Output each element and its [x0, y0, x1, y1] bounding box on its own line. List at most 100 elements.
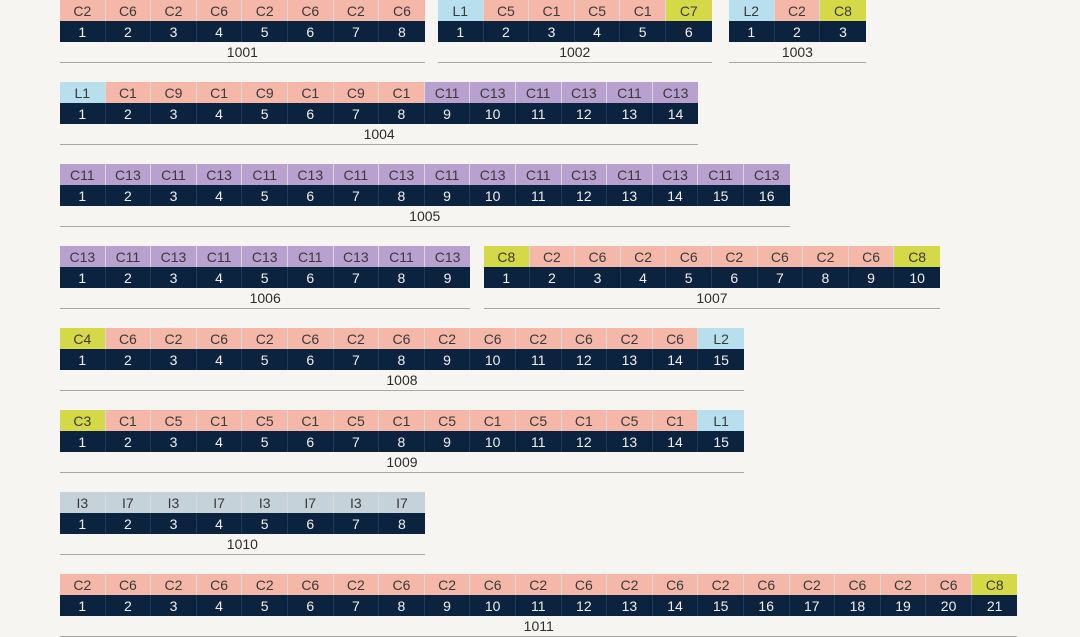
number-cell: 1 [60, 103, 106, 124]
number-cell: 2 [105, 595, 152, 616]
type-cell: C11 [151, 164, 197, 185]
number-cell: 5 [242, 595, 288, 616]
group-label: 1008 [60, 370, 744, 391]
number-cell: 6 [665, 21, 712, 42]
group-label: 1010 [60, 534, 425, 555]
group-1011: C2 C6 C2 C6 C2 C6 C2 C6 C2 C6 C2 C6 C2 C6 C2 C6 C2 C6 C2 C6… [60, 574, 1018, 637]
type-cell: C6 [561, 574, 608, 595]
number-cell: 15 [698, 595, 744, 616]
type-cell: C13 [652, 164, 699, 185]
number-cell: 7 [333, 21, 380, 42]
type-cell: C6 [652, 574, 699, 595]
number-cell: 16 [743, 595, 790, 616]
number-cell: 3 [151, 185, 197, 206]
number-cell: 6 [287, 21, 334, 42]
number-cell: 2 [105, 431, 152, 452]
type-cell: C1 [620, 0, 666, 21]
type-cell: C6 [743, 574, 790, 595]
number-cell: 4 [196, 21, 243, 42]
number-row: 1 2 3 4 5 6 7 8 9 10 [484, 267, 940, 288]
type-cell: C2 [515, 574, 562, 595]
number-cell: 13 [607, 595, 653, 616]
type-row: C4 C6 C2 C6 C2 C6 C2 C6 C2 C6 C2 C6 C2 C6 L2 [60, 328, 744, 349]
number-cell: 5 [242, 431, 288, 452]
number-cell: 9 [424, 431, 471, 452]
type-cell: C5 [515, 410, 562, 431]
group-1009: C3 C1 C5 C1 C5 C1 C5 C1 C5 C1 C5 C1 C5 C1 L1 1 2 3 4 5 6 7 8 9 1… [60, 410, 744, 473]
number-cell: 12 [561, 185, 608, 206]
group-label: 1001 [60, 42, 425, 63]
type-cell: C6 [105, 328, 152, 349]
type-cell: C2 [803, 246, 849, 267]
number-cell: 10 [470, 349, 516, 370]
type-cell: C13 [470, 82, 516, 103]
number-cell: 1 [60, 21, 106, 42]
number-cell: 2 [105, 513, 152, 534]
group-1008: C4 C6 C2 C6 C2 C6 C2 C6 C2 C6 C2 C6 C2 C6 L2 1 2 3 4 5 6 7 8 9 1… [60, 328, 744, 391]
type-cell: I7 [105, 492, 152, 513]
type-cell: C11 [698, 164, 744, 185]
type-cell: C13 [743, 164, 790, 185]
type-row: L1 C1 C9 C1 C9 C1 C9 C1 C11 C13 C11 C13 C11 C13 [60, 82, 699, 103]
number-cell: 13 [607, 103, 653, 124]
number-cell: 2 [105, 21, 152, 42]
type-cell: C5 [483, 0, 530, 21]
type-cell: C1 [105, 82, 152, 103]
type-cell: C2 [242, 0, 288, 21]
type-cell: C13 [196, 164, 243, 185]
number-cell: 5 [242, 185, 288, 206]
number-cell: 2 [774, 21, 821, 42]
number-cell: 21 [971, 595, 1018, 616]
number-cell: 18 [835, 595, 881, 616]
number-cell: 14 [652, 431, 699, 452]
type-cell: C6 [652, 328, 699, 349]
number-cell: 8 [803, 267, 849, 288]
number-cell: 3 [529, 21, 575, 42]
type-cell: C6 [105, 0, 152, 21]
number-cell: 8 [379, 513, 425, 534]
type-cell: I7 [196, 492, 243, 513]
type-cell: L2 [729, 0, 775, 21]
type-cell: C6 [379, 574, 425, 595]
number-cell: 1 [60, 513, 106, 534]
number-cell: 3 [151, 595, 197, 616]
type-cell: C2 [242, 574, 288, 595]
type-cell: C11 [515, 164, 562, 185]
type-cell: I3 [242, 492, 288, 513]
number-cell: 9 [848, 267, 895, 288]
type-row: L1 C5 C1 C5 C1 C7 [438, 0, 712, 21]
type-cell: C2 [774, 0, 821, 21]
number-cell: 10 [470, 185, 516, 206]
type-cell: C13 [105, 164, 152, 185]
group-label: 1006 [60, 288, 471, 309]
number-cell: 3 [151, 513, 197, 534]
group-1001: C2 C6 C2 C6 C2 C6 C2 C6 1 2 3 4 5 6 7 8 1001 [60, 0, 425, 63]
type-cell: C13 [561, 82, 608, 103]
number-cell: 1 [438, 21, 484, 42]
type-cell: L1 [60, 82, 106, 103]
type-cell: C6 [561, 328, 608, 349]
type-cell: C6 [848, 246, 895, 267]
type-row: I3 I7 I3 I7 I3 I7 I3 I7 [60, 492, 425, 513]
group-1002: L1 C5 C1 C5 C1 C7 1 2 3 4 5 6 1002 [438, 0, 712, 63]
type-cell: C11 [607, 164, 653, 185]
type-cell: L1 [438, 0, 484, 21]
number-cell: 2 [105, 103, 152, 124]
number-cell: 5 [242, 21, 288, 42]
type-cell: C13 [379, 164, 425, 185]
type-cell: C13 [561, 164, 608, 185]
type-cell: C11 [60, 164, 106, 185]
number-cell: 10 [894, 267, 940, 288]
type-cell: C6 [470, 328, 516, 349]
type-row: C2 C6 C2 C6 C2 C6 C2 C6 [60, 0, 425, 21]
number-cell: 12 [561, 431, 608, 452]
number-cell: 3 [151, 267, 197, 288]
number-cell: 3 [820, 21, 866, 42]
type-cell: C6 [666, 246, 712, 267]
type-cell: C2 [529, 246, 576, 267]
